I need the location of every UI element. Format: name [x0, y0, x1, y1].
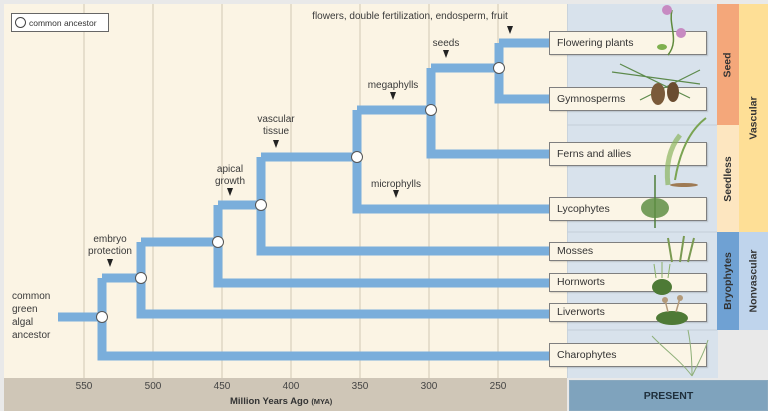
- charophyte-icon: [651, 329, 709, 377]
- leaf-gymnosperms: Gymnosperms: [549, 87, 707, 111]
- group-vascular: Vascular: [739, 4, 768, 232]
- leaf-charophytes: Charophytes: [549, 343, 707, 367]
- trait-label-seeds: seeds: [432, 38, 460, 49]
- moss-icon: [667, 235, 695, 263]
- trait-label-embryo-protection: embryo protection: [88, 234, 132, 257]
- trait-arrow: [393, 190, 399, 198]
- trait-arrow: [390, 92, 396, 100]
- legend-label: common ancestor: [29, 17, 97, 28]
- ancestor-node: [255, 199, 267, 211]
- axis-title: Million Years Ago (MYA): [230, 396, 333, 407]
- tick-500: 500: [144, 381, 162, 392]
- group-nonvascular: Nonvascular: [739, 232, 768, 330]
- hornwort-icon: [652, 262, 672, 295]
- trait-arrow: [273, 140, 279, 148]
- group-bryophytes: Bryophytes: [717, 232, 739, 330]
- ancestor-node: [425, 104, 437, 116]
- ancestor-node: [351, 151, 363, 163]
- tick-350: 350: [351, 381, 369, 392]
- trait-arrow: [227, 188, 233, 196]
- flower-icon: [657, 5, 686, 56]
- leaf-mosses: Mosses: [549, 242, 707, 261]
- trait-arrow: [443, 50, 449, 58]
- lycophyte-icon: [641, 175, 669, 228]
- ancestor-node: [212, 236, 224, 248]
- trait-arrow: [107, 259, 113, 267]
- pine-cone-icon: [611, 63, 701, 105]
- root-label: common green algal ancestor: [12, 291, 51, 341]
- ancestor-node: [96, 311, 108, 323]
- trait-label-microphylls: microphylls: [370, 179, 421, 190]
- present-bar: PRESENT: [569, 380, 768, 411]
- ancestor-node-icon: [15, 17, 26, 28]
- present-label: PRESENT: [643, 389, 694, 402]
- trait-label-vascular-tissue: vascular tissue: [257, 114, 295, 137]
- ancestor-node: [493, 62, 505, 74]
- group-seed: Seed: [717, 4, 739, 125]
- time-axis: [4, 378, 567, 411]
- liverwort-icon: [656, 295, 688, 325]
- trait-arrow: [507, 26, 513, 34]
- tick-400: 400: [282, 381, 300, 392]
- group-seedless: Seedless: [717, 125, 739, 232]
- tick-250: 250: [489, 381, 507, 392]
- legend: common ancestor: [11, 13, 109, 32]
- tick-550: 550: [75, 381, 93, 392]
- trait-label-megaphylls: megaphylls: [367, 80, 419, 91]
- fern-icon: [664, 117, 707, 187]
- leaf-lycophytes: Lycophytes: [549, 197, 707, 221]
- trait-label-apical-growth: apical growth: [214, 164, 245, 187]
- trait-label-flowers: flowers, double fertilization, endosperm…: [312, 11, 508, 22]
- tick-450: 450: [213, 381, 231, 392]
- ancestor-node: [135, 272, 147, 284]
- tick-300: 300: [420, 381, 438, 392]
